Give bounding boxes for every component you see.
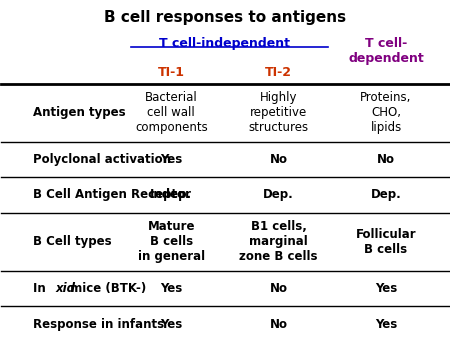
Text: Mature
B cells
in general: Mature B cells in general: [138, 220, 205, 263]
Text: Antigen types: Antigen types: [33, 106, 125, 119]
Text: B Cell Antigen Receptor: B Cell Antigen Receptor: [33, 189, 191, 201]
Text: Highly
repetitive
structures: Highly repetitive structures: [248, 91, 309, 134]
Text: T cell-
dependent: T cell- dependent: [348, 37, 424, 65]
Text: Yes: Yes: [375, 282, 397, 295]
Text: B1 cells,
marginal
zone B cells: B1 cells, marginal zone B cells: [239, 220, 318, 263]
Text: mice (BTK-): mice (BTK-): [66, 282, 147, 295]
Text: TI-1: TI-1: [158, 66, 185, 79]
Text: No: No: [270, 282, 288, 295]
Text: No: No: [270, 317, 288, 331]
Text: B Cell types: B Cell types: [33, 235, 111, 248]
Text: No: No: [270, 153, 288, 166]
Text: Dep.: Dep.: [371, 189, 401, 201]
Text: Yes: Yes: [375, 317, 397, 331]
Text: T cell-independent: T cell-independent: [159, 37, 291, 50]
Text: TI-2: TI-2: [265, 66, 292, 79]
Text: Dep.: Dep.: [263, 189, 294, 201]
Text: B cell responses to antigens: B cell responses to antigens: [104, 10, 346, 25]
Text: xid: xid: [56, 282, 76, 295]
Text: Yes: Yes: [160, 282, 182, 295]
Text: Proteins,
CHO,
lipids: Proteins, CHO, lipids: [360, 91, 412, 134]
Text: Response in infants: Response in infants: [33, 317, 164, 331]
Text: Polyclonal activation: Polyclonal activation: [33, 153, 171, 166]
Text: Indep.: Indep.: [150, 189, 193, 201]
Text: Yes: Yes: [160, 153, 182, 166]
Text: Yes: Yes: [160, 317, 182, 331]
Text: Bacterial
cell wall
components: Bacterial cell wall components: [135, 91, 208, 134]
Text: Follicular
B cells: Follicular B cells: [356, 228, 416, 256]
Text: No: No: [377, 153, 395, 166]
Text: In: In: [33, 282, 50, 295]
